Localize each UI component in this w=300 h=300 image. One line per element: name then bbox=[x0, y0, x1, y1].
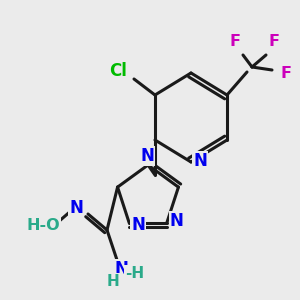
Text: F: F bbox=[268, 34, 280, 49]
Text: H: H bbox=[34, 215, 48, 230]
Text: -: - bbox=[48, 214, 54, 232]
Text: H-O: H-O bbox=[26, 218, 60, 232]
Text: N: N bbox=[114, 260, 128, 278]
Text: N: N bbox=[193, 152, 207, 170]
Text: N: N bbox=[69, 199, 83, 217]
Text: F: F bbox=[230, 34, 241, 49]
Text: N: N bbox=[131, 216, 145, 234]
Text: N: N bbox=[140, 147, 154, 165]
Text: -H: -H bbox=[125, 266, 145, 281]
Text: F: F bbox=[280, 67, 292, 82]
Text: Cl: Cl bbox=[109, 62, 127, 80]
Text: N: N bbox=[170, 212, 184, 230]
Text: H: H bbox=[106, 274, 119, 290]
